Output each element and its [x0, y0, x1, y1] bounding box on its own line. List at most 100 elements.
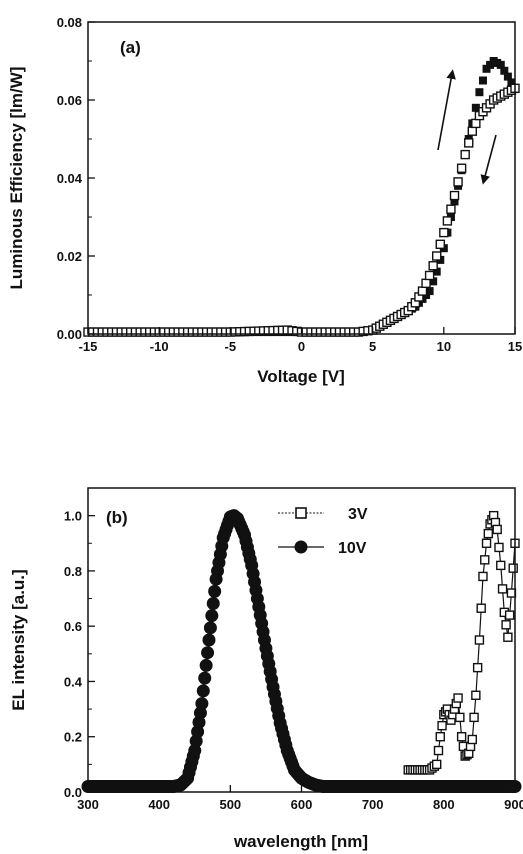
legend-marker-3v: [295, 507, 307, 519]
chart-b-point: [478, 571, 488, 582]
chart-a-point: [429, 277, 438, 286]
chart-a-point: [450, 197, 459, 206]
chart-b-series-line: [88, 514, 515, 788]
chart-a-point: [442, 216, 453, 226]
chart-a-ytick-label: 0.08: [57, 15, 82, 30]
chart-b-point: [508, 563, 518, 573]
chart-b-xtick-label: 400: [148, 797, 170, 812]
legend-marker-10v: [294, 540, 308, 554]
chart-b-point: [202, 633, 216, 647]
chart-a-point: [496, 60, 505, 69]
chart-a-xtick-label: -15: [79, 339, 98, 354]
chart-a-point: [507, 78, 516, 87]
chart-b-point: [494, 542, 504, 553]
chart-a-point: [425, 287, 434, 296]
chart-b-point: [497, 584, 508, 594]
chart-a-point: [424, 270, 435, 281]
chart-b-ylabel: EL intensity [a.u.]: [9, 569, 28, 710]
chart-b-point: [456, 732, 467, 742]
chart-b: 300 400 500 600 700 800 9000.00.20.40.60.81.0 …: [9, 487, 523, 851]
chart-a-point: [439, 227, 449, 238]
chart-b-xtick-label: 300: [77, 797, 99, 812]
chart-b-point: [501, 620, 511, 630]
legend-label-10v: 10V: [338, 540, 367, 557]
chart-b-point: [481, 538, 492, 548]
chart-a-point: [464, 138, 474, 148]
chart-b-point: [205, 609, 219, 623]
chart-b-point: [496, 560, 506, 571]
chart-a-point: [432, 267, 441, 276]
chart-b-point: [455, 712, 465, 723]
chart-b-point: [435, 732, 445, 742]
chart-a-point: [428, 261, 438, 271]
chart-b-point: [195, 697, 209, 711]
chart-b-series-line: [408, 513, 516, 771]
chart-a-ytick-label: 0.04: [57, 171, 83, 186]
chart-a-xtick-label: 15: [508, 339, 522, 354]
chart-a-ticks: -15 -10 -5 0 5 10 15 0.00 0.02 0.04 0.06 0.08: [57, 15, 523, 354]
chart-a-frame: [87, 21, 516, 335]
chart-b-point: [203, 621, 217, 635]
chart-a-point: [435, 239, 445, 250]
chart-a-point: [460, 149, 470, 160]
chart-a-point: [446, 204, 456, 214]
chart-b-point: [504, 610, 515, 620]
chart-b-point: [206, 597, 220, 611]
chart-a-point: [421, 278, 431, 288]
chart-b-series-1: [81, 509, 522, 793]
chart-a-panel-label: (a): [120, 38, 141, 57]
chart-b-point: [433, 745, 444, 756]
chart-a-point: [449, 190, 460, 201]
chart-a: -15 -10 -5 0 5 10 15 0.00 0.02 0.04 0.06 0.08 (a) V…: [7, 15, 522, 386]
chart-b-point: [472, 662, 483, 673]
chart-b-point: [196, 684, 210, 698]
chart-b-point: [201, 646, 215, 660]
chart-a-xtick-label: -5: [225, 339, 237, 354]
chart-b-point: [503, 632, 513, 642]
chart-a-arrow-down: [480, 134, 497, 185]
chart-a-point: [467, 126, 477, 136]
chart-b-ytick-label: 0.2: [64, 730, 82, 745]
chart-b-frame: [87, 487, 516, 793]
chart-b-ytick-label: 0.6: [64, 619, 82, 634]
chart-b-ticks: 300 400 500 600 700 800 900 0.0 0.2 0.4 0.6 0.8 1.0: [64, 509, 523, 812]
chart-b-point: [506, 588, 517, 598]
chart-a-point: [503, 72, 512, 81]
chart-b-ytick-label: 1.0: [64, 509, 82, 524]
chart-a-ytick-label: 0.00: [57, 327, 82, 342]
chart-a-point: [475, 88, 484, 97]
chart-a-series-1: [83, 83, 520, 337]
chart-a-point: [478, 76, 487, 85]
chart-a-point: [471, 103, 480, 112]
chart-b-point: [480, 555, 490, 565]
chart-b-point: [474, 635, 485, 645]
chart-a-xtick-label: 5: [369, 339, 376, 354]
chart-a-point: [500, 66, 509, 75]
chart-b-marks: [81, 509, 522, 793]
chart-a-xlabel: Voltage [V]: [257, 367, 345, 386]
chart-a-xtick-label: -10: [150, 339, 169, 354]
chart-b-point: [492, 524, 502, 535]
chart-b-ytick-label: 0.8: [64, 564, 82, 579]
chart-a-ytick-label: 0.02: [57, 249, 82, 264]
chart-b-xtick-label: 600: [291, 797, 313, 812]
chart-b-point: [198, 671, 212, 685]
legend-item-3v: 3V: [278, 506, 368, 523]
chart-b-series-0: [403, 510, 520, 775]
chart-b-panel-label: (b): [106, 508, 128, 527]
chart-a-point: [456, 163, 467, 173]
chart-b-point: [208, 584, 222, 598]
chart-a-ytick-label: 0.06: [57, 93, 82, 108]
chart-b-point: [471, 690, 481, 700]
chart-a-xtick-label: 0: [298, 339, 305, 354]
chart-b-legend: 3V 10V: [278, 506, 368, 557]
chart-b-point: [483, 528, 494, 539]
chart-a-arrow-up: [437, 69, 456, 151]
chart-b-ytick-label: 0.0: [64, 785, 82, 800]
chart-b-xtick-label: 800: [433, 797, 455, 812]
chart-b-xlabel: wavelength [nm]: [233, 832, 368, 851]
chart-b-point: [453, 693, 463, 703]
chart-b-point: [469, 712, 479, 723]
chart-b-point: [476, 603, 486, 613]
